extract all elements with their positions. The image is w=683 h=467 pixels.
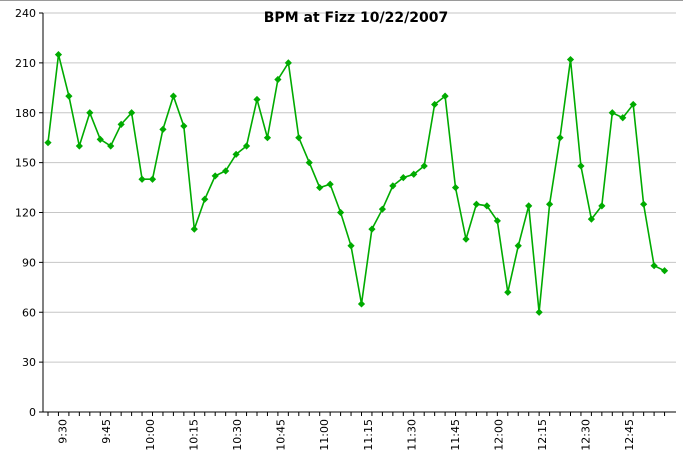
- data-point-marker: [180, 122, 188, 130]
- data-point-marker: [420, 162, 428, 170]
- data-point-marker: [316, 183, 324, 192]
- x-tick-label: 11:45: [449, 419, 462, 451]
- data-point-marker: [190, 225, 198, 233]
- data-point-marker: [514, 242, 522, 250]
- data-point-marker: [159, 125, 167, 133]
- y-tick-label: 240: [15, 7, 36, 20]
- data-point-marker: [399, 173, 407, 182]
- data-point-marker: [378, 205, 386, 213]
- x-tick-label: 10:45: [275, 419, 288, 451]
- y-tick-label: 120: [15, 207, 36, 220]
- data-point-marker: [535, 308, 543, 316]
- data-point-marker: [274, 75, 282, 84]
- data-point-marker: [660, 267, 669, 275]
- data-point-marker: [284, 59, 292, 67]
- data-point-marker: [305, 159, 313, 167]
- data-point-marker: [462, 235, 470, 243]
- data-point-marker: [86, 109, 94, 117]
- data-point-marker: [556, 134, 564, 142]
- data-point-marker: [546, 200, 554, 208]
- data-point-marker: [587, 215, 595, 223]
- data-point-marker: [65, 92, 73, 100]
- data-point-marker: [347, 242, 355, 250]
- y-tick-label: 150: [15, 157, 36, 170]
- data-point-marker: [472, 200, 481, 208]
- x-tick-label: 9:45: [100, 419, 113, 444]
- chart-title: BPM at Fizz 10/22/2007: [263, 10, 449, 26]
- y-tick-label: 90: [22, 256, 36, 269]
- x-tick-label: 10:00: [144, 419, 157, 451]
- x-tick-label: 12:00: [493, 419, 506, 451]
- data-point-marker: [44, 139, 52, 147]
- data-point-marker: [107, 142, 115, 150]
- x-tick-label: 11:30: [405, 419, 418, 451]
- data-point-marker: [232, 150, 240, 158]
- x-tick-label: 9:30: [57, 419, 70, 444]
- data-point-marker: [504, 288, 512, 296]
- y-tick-label: 30: [22, 356, 36, 369]
- x-tick-label: 12:45: [623, 419, 636, 451]
- data-point-marker: [410, 170, 418, 178]
- data-point-marker: [242, 142, 251, 150]
- x-tick-label: 11:00: [318, 419, 331, 451]
- data-point-marker: [253, 95, 261, 104]
- data-point-marker: [117, 120, 125, 128]
- data-point-marker: [337, 208, 345, 217]
- data-point-marker: [54, 50, 63, 59]
- data-point-marker: [566, 55, 575, 64]
- data-point-marker: [75, 142, 83, 150]
- y-tick-label: 210: [15, 57, 36, 70]
- data-point-marker: [263, 134, 272, 142]
- data-point-marker: [493, 217, 501, 225]
- data-point-marker: [640, 200, 648, 208]
- data-point-marker: [577, 162, 585, 170]
- data-point-marker: [629, 100, 637, 109]
- data-point-marker: [451, 183, 460, 192]
- data-point-marker: [598, 202, 606, 210]
- x-tick-label: 10:15: [187, 419, 200, 451]
- data-point-marker: [619, 114, 627, 122]
- data-point-marker: [211, 172, 219, 180]
- data-point-marker: [148, 175, 157, 183]
- data-point-marker: [295, 134, 303, 142]
- data-point-marker: [357, 300, 366, 308]
- data-point-marker: [483, 202, 491, 210]
- x-tick-label: 12:30: [580, 419, 593, 451]
- y-tick-label: 0: [29, 406, 36, 419]
- data-point-marker: [222, 167, 230, 175]
- data-point-marker: [650, 262, 658, 270]
- data-point-marker: [525, 202, 533, 210]
- data-point-marker: [96, 135, 104, 143]
- data-point-marker: [201, 195, 209, 203]
- data-point-marker: [128, 109, 136, 117]
- data-point-marker: [389, 182, 397, 190]
- data-point-marker: [368, 225, 376, 233]
- x-tick-label: 10:30: [231, 419, 244, 451]
- y-tick-label: 180: [15, 107, 36, 120]
- data-point-marker: [326, 180, 334, 188]
- x-tick-label: 12:15: [536, 419, 549, 451]
- data-point-marker: [608, 109, 616, 117]
- data-point-marker: [169, 92, 177, 100]
- data-point-marker: [138, 175, 146, 183]
- data-point-marker: [441, 92, 449, 100]
- x-tick-label: 11:15: [362, 419, 375, 451]
- y-tick-label: 60: [22, 306, 36, 319]
- data-point-marker: [431, 100, 439, 109]
- data-series-line: [47, 54, 665, 313]
